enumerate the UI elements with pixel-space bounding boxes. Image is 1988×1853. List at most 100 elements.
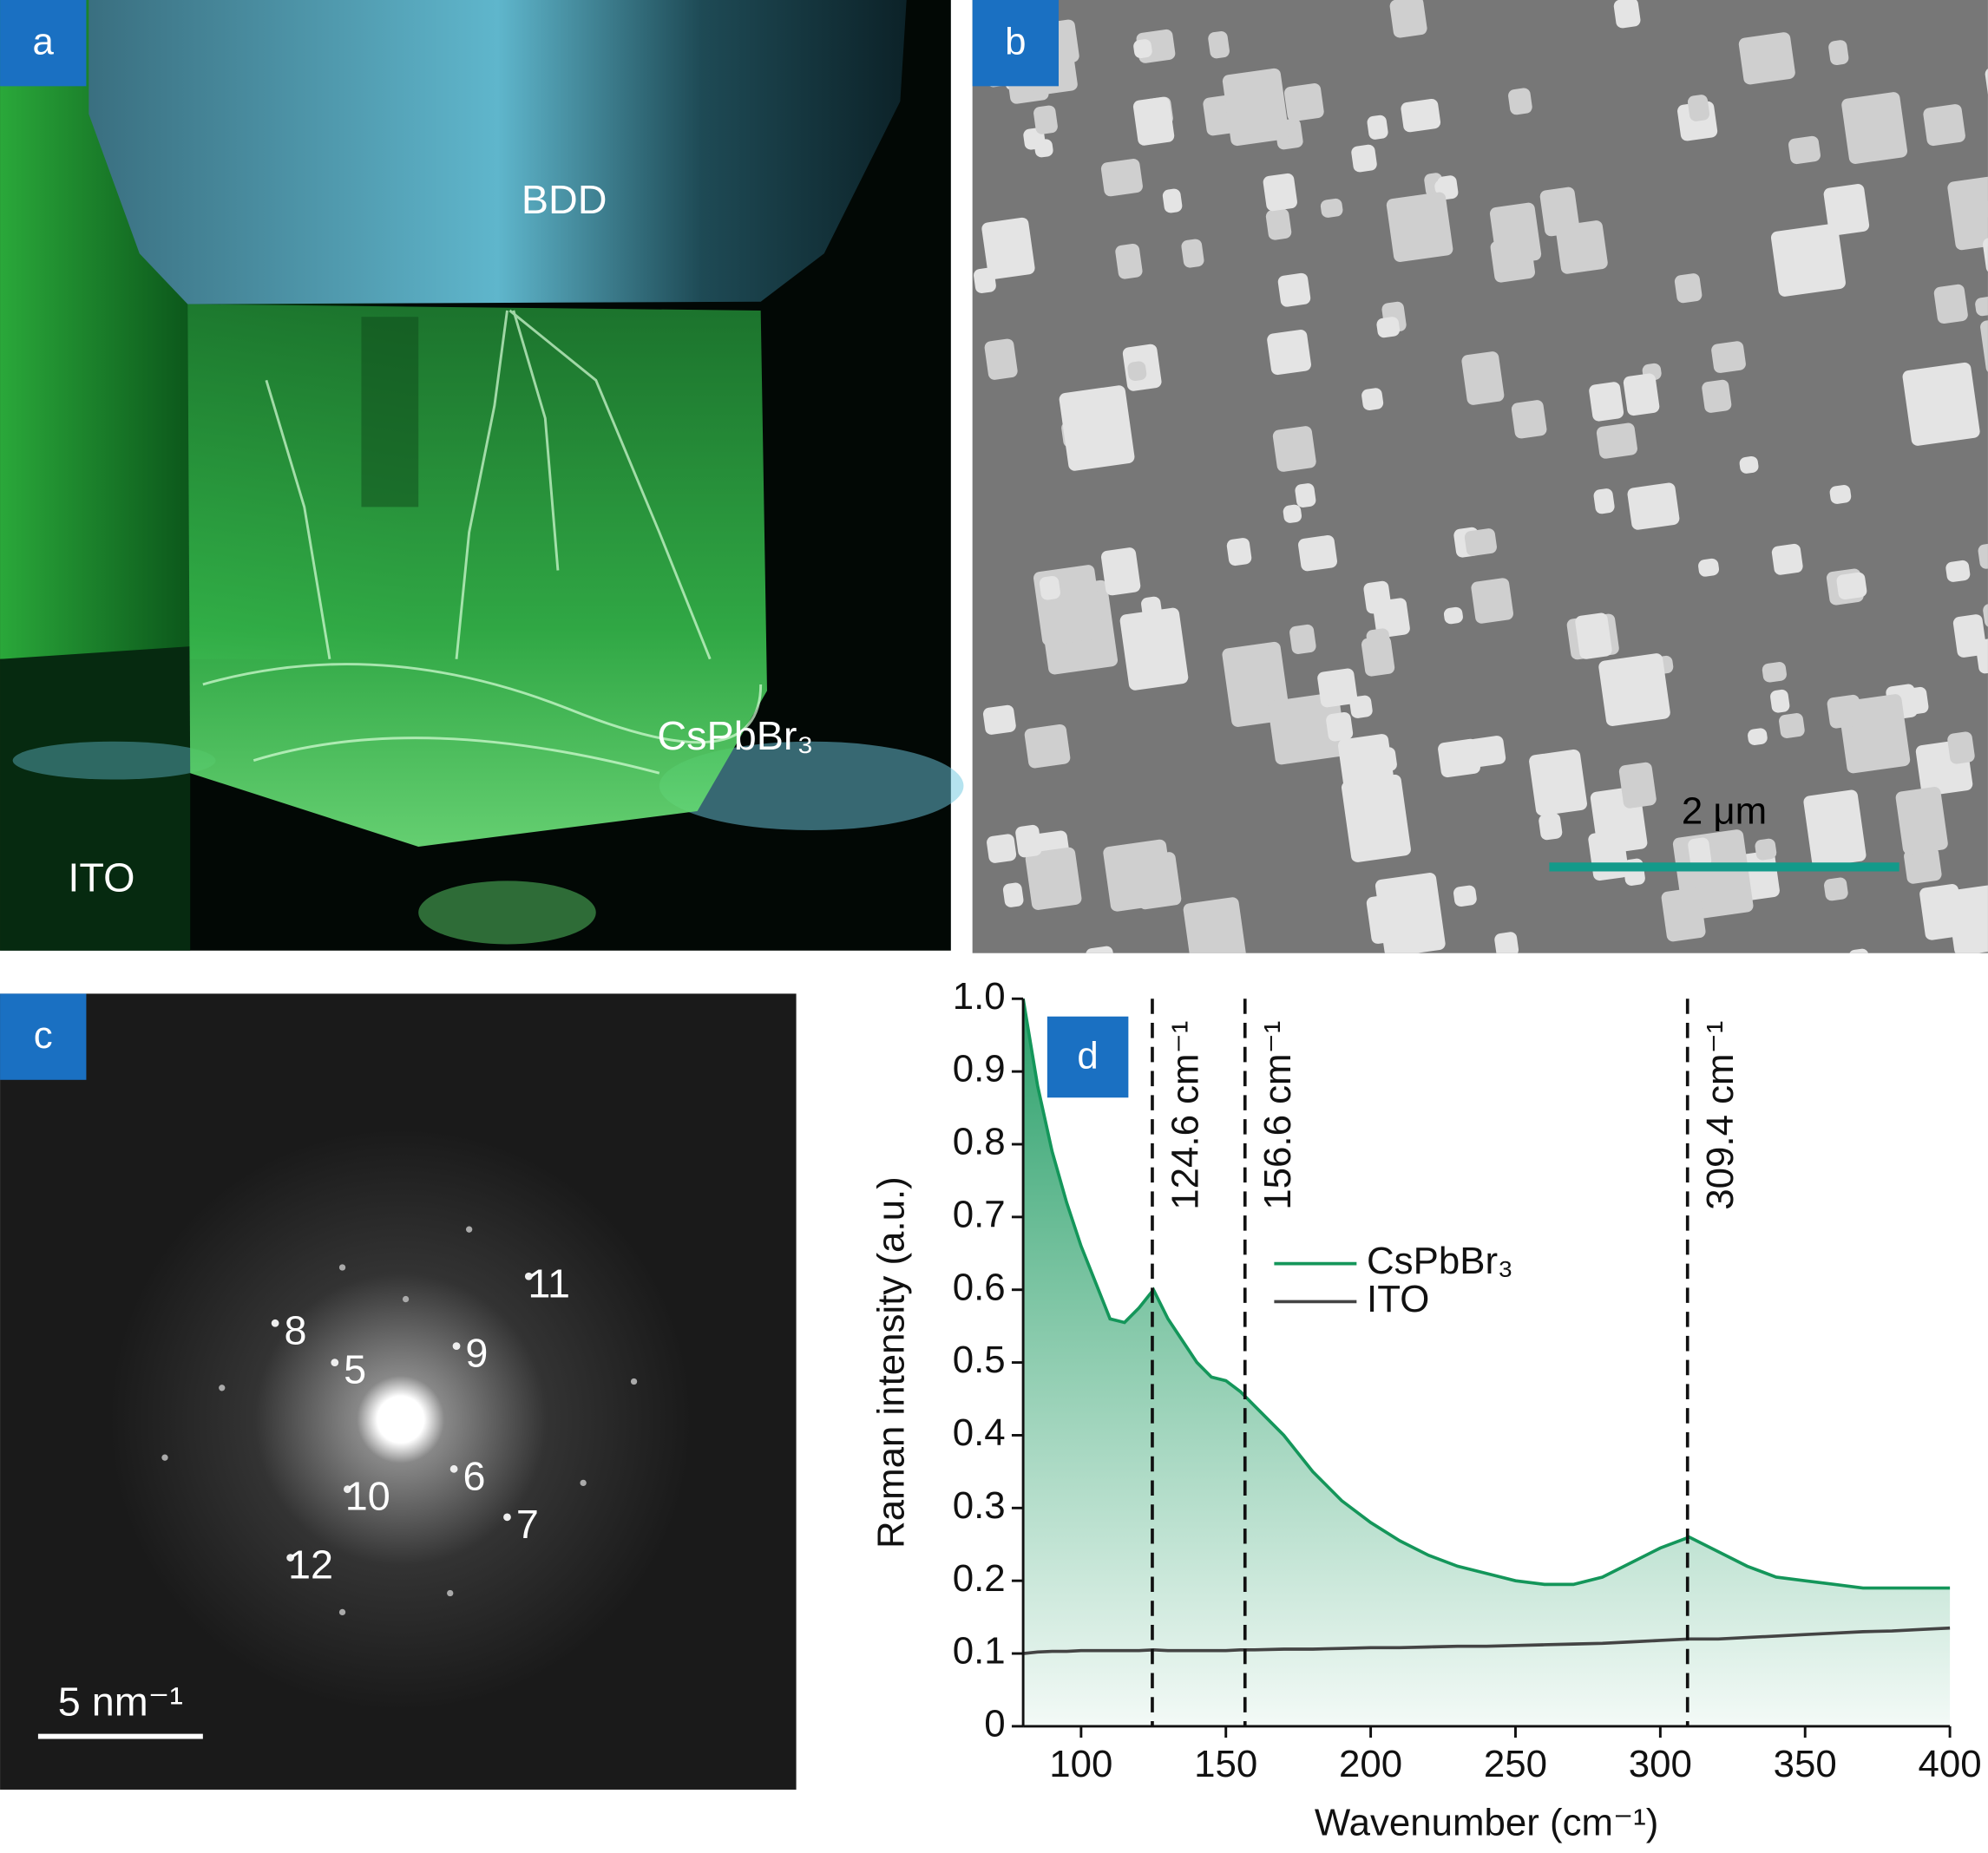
legend-label: CsPbBr₃ [1367,1240,1513,1282]
particle [1613,0,1641,29]
crystal-face [361,317,419,507]
particle [1748,728,1768,745]
particle [1738,32,1795,85]
particle [1461,351,1505,405]
particle [1919,884,1965,940]
particle [1438,738,1480,778]
scale-bar-label: 5 nm⁻¹ [58,1679,183,1724]
y-tick-label: 0.8 [953,1121,1006,1163]
particle [1770,223,1846,297]
particle [1508,88,1532,115]
particle [1698,558,1720,577]
particle [1265,208,1292,240]
x-tick-label: 250 [1484,1743,1547,1785]
particle [1627,482,1680,530]
particle [1033,105,1058,134]
particle [1127,361,1147,382]
particle [1946,885,1988,953]
spot [338,1264,346,1271]
particle [1836,572,1867,600]
cracks [202,309,763,775]
particle [1295,483,1316,507]
particle [1100,158,1143,197]
particle [1283,504,1302,523]
particle [1529,749,1587,816]
particle [1361,388,1384,411]
spot [331,1359,339,1366]
particle [1945,560,1971,582]
panel-label: d [1077,1035,1098,1077]
particle [1623,858,1645,886]
particle [1133,39,1152,59]
particle [1337,734,1394,789]
particle [1361,635,1395,677]
particle [1367,115,1388,140]
panel-label: b [1005,21,1026,63]
particle [1539,813,1563,841]
particle [1770,689,1790,713]
particle [1827,694,1862,729]
particle [1226,538,1252,566]
spot [161,1454,168,1461]
panel-d: 124.6 cm⁻¹ 156.6 cm⁻¹ 309.4 cm⁻¹ 0 0.1 0.2 0.3… [870,975,1982,1844]
particle [1711,341,1746,373]
bdd-tip [89,0,907,304]
panel-c: 85 9 11 6 10 7 12 c 5 nm⁻¹ [0,993,797,1790]
x-tick-label: 300 [1629,1743,1692,1785]
annotation: ITO [68,855,135,900]
particle [1401,98,1441,133]
particle [1556,220,1608,274]
particle [1755,838,1777,861]
particle [1494,932,1519,953]
floor [0,646,191,951]
particle [1386,192,1453,262]
y-tick-label: 0.7 [953,1193,1006,1235]
particle [1024,724,1071,769]
particle [1788,135,1821,165]
particle [1895,787,1948,854]
particle [1596,422,1637,459]
particle [1464,528,1497,556]
particle [1823,184,1870,236]
particle [1471,578,1513,624]
reflection [418,881,596,945]
particle [1511,400,1547,439]
particle [1947,173,1988,251]
particle [1589,382,1624,422]
particle [1376,317,1401,338]
particle [1181,239,1204,268]
particle [1848,948,1871,953]
spot [524,1272,533,1280]
y-tick-label: 0.5 [953,1339,1006,1381]
particle [1162,188,1183,213]
particle [982,704,1016,735]
particle [1947,731,1975,764]
particle [1277,272,1311,307]
spot [449,1464,458,1473]
spot [219,1385,226,1391]
particle [1100,547,1141,596]
particle [1363,580,1392,614]
panel-label: c [34,1014,53,1057]
annotation: BDD [522,177,607,222]
panel-label-box [0,993,87,1080]
particle [984,338,1018,380]
panel-label-box [1046,1016,1129,1098]
particle [1320,198,1343,218]
y-tick-label: 0 [984,1702,1005,1745]
panel-label-box [972,0,1060,87]
spot-label: 12 [288,1542,333,1588]
y-tick-label: 0.1 [953,1630,1006,1673]
particle [1119,607,1189,691]
particle [1268,692,1347,765]
particle [1033,565,1104,646]
particle [1443,606,1463,625]
spot-label: 11 [528,1260,570,1306]
spot-label: 6 [463,1453,485,1498]
particle [1389,0,1427,38]
particle [1183,897,1249,953]
particle [1674,273,1703,304]
marker-label: 309.4 cm⁻¹ [1699,1021,1742,1210]
spot [338,1608,346,1616]
y-tick-label: 0.4 [953,1411,1006,1454]
